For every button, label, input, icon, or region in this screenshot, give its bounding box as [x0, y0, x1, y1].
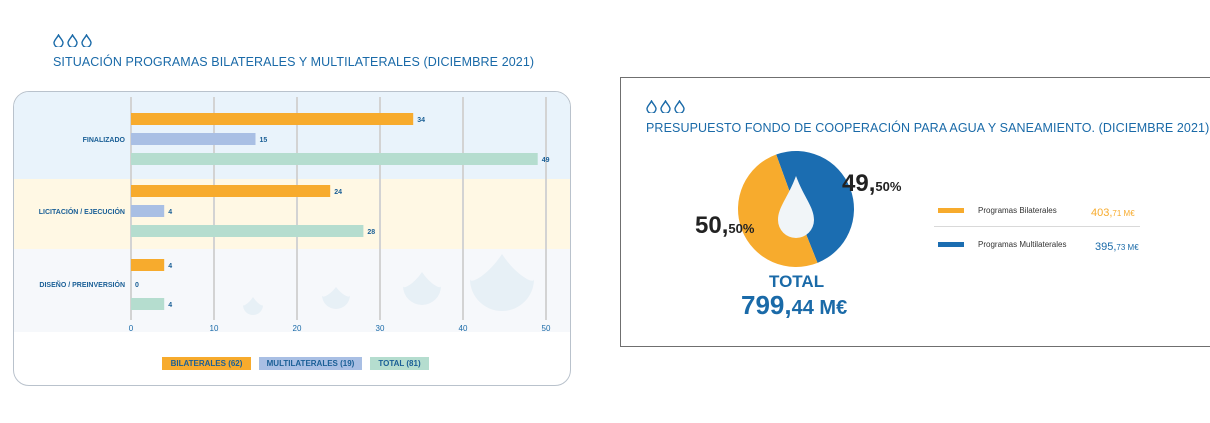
water-drop-icon — [646, 100, 657, 113]
pie-pct-big: 49, — [842, 170, 876, 197]
decorative-drop-icon — [243, 297, 263, 315]
water-drop-icon — [67, 34, 78, 47]
x-tick-label: 10 — [210, 324, 219, 333]
bar-value-label: 34 — [417, 117, 425, 124]
total-label: TOTAL — [769, 272, 825, 291]
bar-value-label: 28 — [367, 229, 375, 236]
center-drop-icon — [778, 176, 814, 238]
bar-chart-panel: 0 10 20 30 40 50 FINALIZADO 34 15 49 LICITACIÓN / … — [13, 91, 571, 386]
bar-value-label: 49 — [542, 157, 550, 164]
right-chart-title: PRESUPUESTO FONDO DE COOPERACIÓN PARA AG… — [646, 121, 1210, 135]
amount-big: 403, — [1091, 207, 1113, 219]
x-tick-label: 20 — [293, 324, 302, 333]
pie-label-bilaterales: 50,50% — [695, 212, 754, 240]
right-drops-icons — [646, 100, 685, 113]
x-tick-label: 30 — [376, 324, 385, 333]
x-tick-label: 40 — [459, 324, 468, 333]
legend-amount-bilaterales: 403,71 M€ — [1091, 203, 1135, 221]
legend-label: Programas Bilaterales — [978, 206, 1057, 215]
pie-pct-big: 50, — [695, 212, 729, 239]
decorative-drop-icon — [470, 254, 534, 311]
bar-value-label: 24 — [334, 189, 342, 196]
bar — [131, 113, 414, 125]
x-tick-label: 0 — [129, 324, 134, 333]
bar — [131, 225, 364, 237]
water-drop-icon — [81, 34, 92, 47]
legend-swatch — [938, 208, 964, 213]
pie-chart-panel: PRESUPUESTO FONDO DE COOPERACIÓN PARA AG… — [620, 77, 1210, 347]
legend-total: TOTAL (81) — [370, 357, 429, 370]
bar-value-label: 4 — [168, 302, 172, 309]
total-value: 799,44 M€ — [741, 290, 847, 321]
pie-label-multilaterales: 49,50% — [842, 170, 901, 198]
pie-slice — [737, 154, 818, 268]
bar — [131, 153, 538, 165]
bar — [131, 185, 331, 197]
category-label: DISEÑO / PREINVERSIÓN — [39, 280, 125, 289]
water-drop-icon — [53, 34, 64, 47]
bar — [131, 259, 165, 271]
bar — [131, 298, 165, 310]
pie-chart — [737, 151, 854, 268]
category-label: LICITACIÓN / EJECUCIÓN — [39, 207, 125, 216]
legend-multilaterales: MULTILATERALES (19) — [259, 357, 362, 370]
legend-swatch — [938, 242, 964, 247]
water-drop-icon — [674, 100, 685, 113]
legend-label: Programas Multilaterales — [978, 240, 1067, 249]
left-chart-title: SITUACIÓN PROGRAMAS BILATERALES Y MULTIL… — [53, 55, 535, 69]
x-tick-label: 50 — [542, 324, 551, 333]
amount-big: 395, — [1095, 241, 1117, 253]
legend-row-bilaterales: Programas Bilaterales — [938, 206, 1057, 215]
legend-amount-multilaterales: 395,73 M€ — [1095, 237, 1139, 255]
legend-bilaterales: BILATERALES (62) — [162, 357, 251, 370]
decorative-drop-icon — [322, 287, 350, 309]
legend-divider — [934, 226, 1140, 227]
bar — [131, 205, 165, 217]
category-band — [14, 92, 570, 179]
pie-pct-small: 50% — [875, 179, 902, 194]
bar-value-label: 15 — [260, 137, 268, 144]
bar-value-label: 0 — [135, 282, 139, 289]
bar-value-label: 4 — [168, 209, 172, 216]
bar-value-label: 4 — [168, 263, 172, 270]
total-value-big: 799, — [741, 290, 792, 320]
amount-small: 71 M€ — [1112, 209, 1135, 218]
legend-row-multilaterales: Programas Multilaterales — [938, 240, 1066, 249]
left-drops-icons — [53, 34, 92, 47]
category-label: FINALIZADO — [83, 137, 126, 144]
bar — [131, 133, 256, 145]
decorative-drop-icon — [403, 272, 441, 305]
amount-small: 73 M€ — [1116, 243, 1139, 252]
water-drop-icon — [660, 100, 671, 113]
total-value-rest: 44 M€ — [791, 297, 848, 319]
pie-pct-small: 50% — [728, 221, 755, 236]
